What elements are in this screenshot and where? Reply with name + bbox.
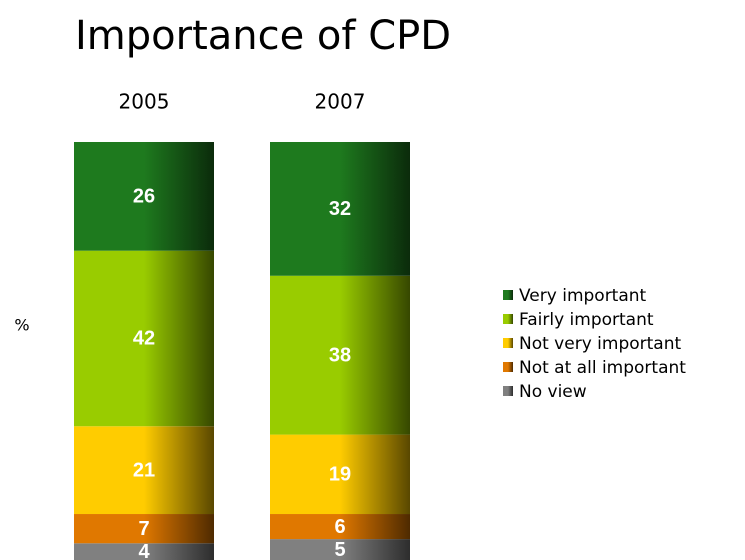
legend-label: Fairly important: [519, 310, 654, 330]
bar-segment: [74, 250, 214, 427]
data-label: 6: [334, 516, 345, 538]
bar-segment: [270, 142, 410, 276]
bar-segment: [74, 426, 214, 515]
data-label: 4: [138, 541, 150, 560]
chart-title: Importance of CPD: [75, 13, 451, 59]
data-label: 21: [133, 459, 155, 481]
legend-swatch: [503, 386, 513, 396]
category-label: 2007: [315, 90, 366, 114]
legend-label: No view: [519, 382, 587, 402]
bar-segment: [270, 514, 410, 540]
legend-swatch: [503, 290, 513, 300]
data-label: 19: [329, 464, 351, 486]
bar-segment: [270, 539, 410, 560]
bar-segment: [74, 543, 214, 560]
data-label: 38: [329, 344, 351, 366]
y-axis-label: %: [14, 316, 29, 335]
legend-label: Not very important: [519, 334, 681, 354]
legend-label: Not at all important: [519, 358, 686, 378]
legend-swatch: [503, 314, 513, 324]
legend-swatch: [503, 362, 513, 372]
data-label: 42: [133, 328, 155, 350]
data-label: 32: [329, 198, 351, 220]
data-label: 26: [133, 186, 155, 208]
bar-segment: [74, 142, 214, 251]
category-label: 2005: [119, 90, 170, 114]
bar-segment: [270, 275, 410, 435]
legend-swatch: [503, 338, 513, 348]
bar-segment: [74, 514, 214, 544]
legend-label: Very important: [519, 286, 647, 306]
data-label: 5: [334, 539, 345, 560]
bar-segment: [270, 434, 410, 515]
data-label: 7: [138, 518, 149, 540]
